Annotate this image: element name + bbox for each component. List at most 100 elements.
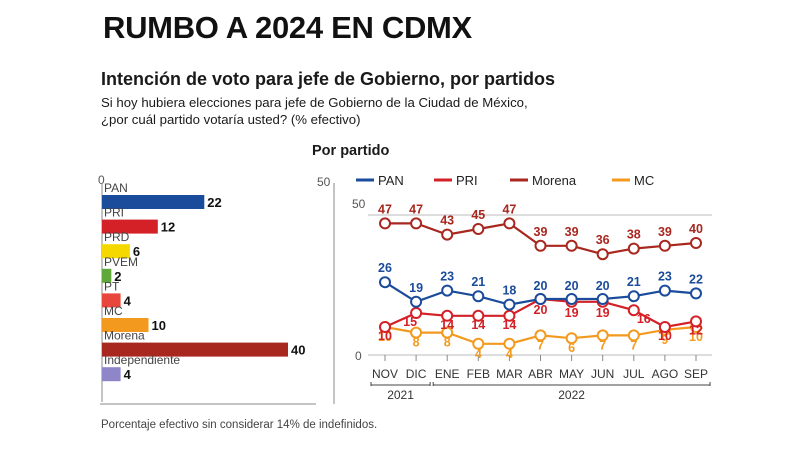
point-pri-jul bbox=[627, 304, 640, 317]
data-label-pri-mar: 14 bbox=[502, 318, 516, 332]
bar-value-pri: 12 bbox=[161, 220, 175, 235]
point-pri-ago bbox=[658, 321, 671, 333]
point-morena-jul bbox=[627, 242, 640, 255]
question-line-2: ¿por cuál partido votaría usted? (% efec… bbox=[101, 112, 361, 127]
survey-question: Si hoy hubiera elecciones para jefe de G… bbox=[101, 94, 621, 128]
footnote: Porcentaje efectivo sin considerar 14% d… bbox=[101, 419, 378, 431]
data-label-pri-nov: 10 bbox=[378, 329, 392, 343]
bar-label-pt: PT bbox=[104, 279, 120, 293]
point-pri-mar bbox=[503, 309, 516, 322]
data-label-mc-sep: 10 bbox=[689, 330, 703, 344]
point-mc-abr bbox=[534, 329, 547, 342]
bar-pt bbox=[102, 293, 121, 308]
xtick-label-may: MAY bbox=[559, 367, 584, 381]
point-mc-may bbox=[565, 332, 578, 345]
data-label-pan-jul: 21 bbox=[627, 275, 641, 289]
data-label-pan-ene: 23 bbox=[440, 270, 454, 284]
xtick-label-ago: AGO bbox=[652, 367, 679, 381]
data-label-morena-jun: 36 bbox=[596, 233, 610, 247]
data-label-pri-may: 19 bbox=[565, 306, 579, 320]
section-label: Por partido bbox=[312, 143, 390, 159]
point-morena-dic bbox=[410, 217, 423, 230]
xtick-label-nov: NOV bbox=[372, 367, 398, 381]
data-label-mc-ago: 9 bbox=[661, 333, 668, 347]
legend-label-morena: Morena bbox=[532, 173, 577, 188]
bar-value-prd: 6 bbox=[133, 244, 140, 259]
bar-pri bbox=[102, 219, 158, 234]
data-label-mc-dic: 8 bbox=[413, 336, 420, 350]
point-pri-sep bbox=[690, 315, 702, 328]
point-pan-sep bbox=[690, 287, 702, 300]
point-pan-jul bbox=[627, 290, 640, 303]
legend-label-mc: MC bbox=[634, 173, 654, 188]
legend-label-pan: PAN bbox=[378, 173, 404, 188]
data-label-mc-jul: 7 bbox=[630, 338, 637, 352]
data-label-pri-jun: 19 bbox=[596, 306, 610, 320]
data-label-morena-may: 39 bbox=[565, 225, 579, 239]
point-morena-feb bbox=[472, 223, 485, 235]
bar-value-pan: 22 bbox=[207, 195, 221, 210]
bar-label-pan: PAN bbox=[104, 181, 128, 195]
bar-label-mc: MC bbox=[104, 304, 123, 318]
outer-ytick-top: 50 bbox=[317, 175, 331, 189]
bar-value-pt: 4 bbox=[124, 293, 132, 308]
main-title: RUMBO A 2024 EN CDMX bbox=[103, 10, 472, 45]
bar-value-morena: 40 bbox=[291, 343, 305, 358]
data-label-mc-nov: 10 bbox=[378, 330, 392, 344]
ytick-top: 50 bbox=[352, 197, 366, 211]
bar-value-pvem: 2 bbox=[114, 269, 121, 284]
line-chart-trend: 50 PAN PRI Morena MC 50 0 NOV DIC ENE FEB MAR ABR MAY… bbox=[317, 173, 712, 404]
data-label-pri-sep: 12 bbox=[689, 323, 703, 337]
point-morena-mar bbox=[503, 217, 516, 230]
point-morena-jun bbox=[596, 248, 609, 261]
point-pan-feb bbox=[472, 290, 485, 303]
bar-label-pri: PRI bbox=[104, 206, 124, 220]
point-pan-dic bbox=[410, 295, 423, 308]
data-label-pan-dic: 19 bbox=[409, 281, 423, 295]
bar-morena bbox=[102, 342, 288, 357]
data-label-morena-jul: 38 bbox=[627, 228, 641, 242]
bar-axis-zero-label: 0 bbox=[98, 173, 105, 187]
data-label-mc-ene: 8 bbox=[444, 336, 451, 350]
point-mc-ene bbox=[441, 326, 454, 339]
point-pan-jun bbox=[596, 293, 609, 305]
xtick-label-sep: SEP bbox=[684, 367, 708, 381]
point-morena-abr bbox=[534, 239, 547, 252]
data-label-pan-abr: 20 bbox=[534, 279, 548, 293]
data-label-morena-ago: 39 bbox=[658, 225, 672, 239]
data-label-pri-feb: 14 bbox=[471, 318, 485, 332]
data-label-pan-feb: 21 bbox=[471, 275, 485, 289]
point-pan-abr bbox=[534, 293, 547, 305]
point-morena-sep bbox=[690, 237, 702, 249]
point-mc-feb bbox=[472, 337, 485, 350]
point-pri-ene bbox=[441, 309, 454, 322]
bar-prd bbox=[102, 244, 130, 259]
data-label-pan-sep: 22 bbox=[689, 272, 703, 286]
point-pan-may bbox=[565, 293, 578, 305]
data-label-pri-ene: 14 bbox=[440, 318, 454, 332]
data-label-mc-abr: 7 bbox=[537, 338, 544, 352]
data-label-mc-feb: 4 bbox=[475, 347, 482, 361]
data-label-morena-sep: 40 bbox=[689, 222, 703, 236]
data-label-pan-mar: 18 bbox=[502, 284, 516, 298]
point-pan-mar bbox=[503, 298, 516, 311]
data-label-pan-jun: 20 bbox=[596, 279, 610, 293]
point-pan-nov bbox=[379, 276, 391, 289]
bar-value-independiente: 4 bbox=[124, 367, 132, 382]
data-label-morena-abr: 39 bbox=[534, 225, 548, 239]
point-mc-jun bbox=[596, 329, 609, 342]
point-mc-jul bbox=[627, 329, 640, 342]
point-pri-nov bbox=[379, 321, 391, 333]
data-label-morena-nov: 47 bbox=[378, 202, 392, 216]
bar-label-independiente: Independiente bbox=[104, 353, 180, 367]
legend-label-pri: PRI bbox=[456, 173, 478, 188]
data-label-mc-jun: 7 bbox=[599, 338, 606, 352]
point-pan-ene bbox=[441, 284, 454, 297]
chart-subtitle: Intención de voto para jefe de Gobierno,… bbox=[101, 69, 556, 89]
data-label-pan-nov: 26 bbox=[378, 261, 392, 275]
data-label-pan-ago: 23 bbox=[658, 270, 672, 284]
data-label-morena-feb: 45 bbox=[471, 208, 485, 222]
ytick-bottom: 0 bbox=[355, 349, 362, 363]
xtick-label-jun: JUN bbox=[591, 367, 614, 381]
